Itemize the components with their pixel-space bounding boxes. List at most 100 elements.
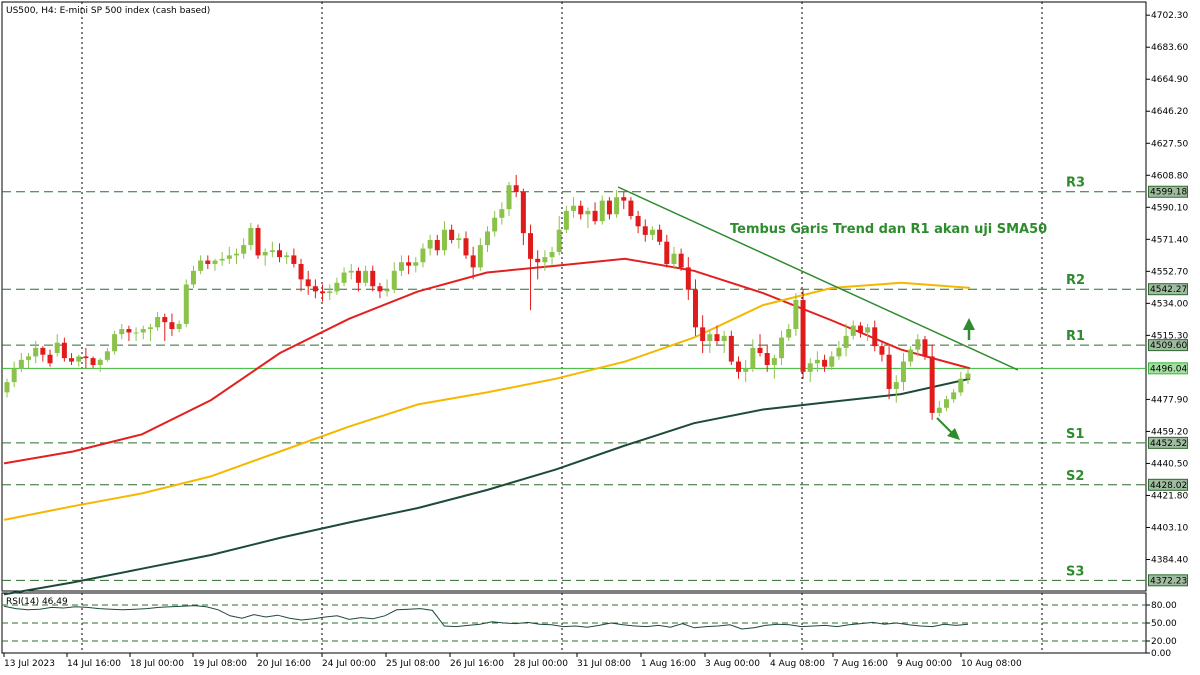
moving-averages — [3, 257, 971, 596]
candle — [147, 323, 153, 342]
time-tick-label: 13 Jul 2023 — [4, 659, 55, 669]
candle — [298, 258, 304, 292]
candle-body — [133, 332, 139, 334]
price-tick-label: 4552.70 — [1151, 267, 1188, 277]
candle — [528, 224, 534, 311]
candle-body — [233, 253, 239, 256]
candle — [76, 354, 82, 367]
candle-body — [391, 270, 397, 290]
candle — [61, 337, 67, 362]
trendline-group — [617, 186, 1019, 440]
price-tick-label: 4459.20 — [1151, 427, 1188, 437]
main-plot-frame — [1, 1, 1147, 592]
candle — [915, 334, 921, 357]
candle-body — [190, 270, 196, 285]
candle-body — [176, 323, 182, 330]
price-tick-label: 4702.30 — [1151, 11, 1188, 21]
candle-body — [312, 286, 318, 292]
candle-body — [104, 351, 110, 360]
candle-body — [664, 241, 670, 264]
candle — [943, 395, 949, 412]
time-axis: 13 Jul 2023 14 Jul 16:00 18 Jul 00:00 19 Ju… — [3, 653, 1022, 669]
candle — [649, 226, 655, 240]
candle — [829, 351, 835, 371]
candle-body — [535, 258, 541, 263]
candle — [592, 202, 598, 225]
candle — [11, 361, 17, 388]
candle — [499, 202, 505, 225]
candle-body — [463, 238, 469, 256]
candle-body — [750, 347, 756, 369]
sma200-line — [3, 377, 971, 596]
candle — [54, 334, 60, 357]
candle — [836, 341, 842, 360]
level-label-s3: S3 — [1066, 564, 1084, 579]
candle — [449, 224, 455, 244]
price-tick-label: 4421.80 — [1151, 491, 1188, 501]
candle-body — [528, 233, 534, 259]
level-price-value: 4452.52 — [1150, 439, 1187, 449]
candle — [843, 323, 849, 357]
candle-body — [606, 200, 612, 215]
candle-body — [226, 255, 232, 259]
candle — [671, 246, 677, 270]
level-label-s1: S1 — [1066, 427, 1084, 442]
candle-body — [291, 255, 297, 264]
candle — [542, 250, 548, 271]
candle — [320, 284, 326, 302]
time-tick-label: 26 Jul 16:00 — [450, 659, 504, 669]
candle — [420, 243, 426, 268]
candle — [212, 258, 218, 271]
candle-body — [915, 339, 921, 350]
candle-body — [140, 329, 146, 333]
candle — [814, 351, 820, 372]
candle — [26, 353, 32, 369]
candle-body — [642, 226, 648, 235]
time-tick-label: 4 Aug 08:00 — [770, 659, 825, 669]
candle — [477, 238, 483, 271]
candle-body — [61, 342, 67, 359]
candle-body — [320, 291, 326, 294]
candle — [406, 255, 412, 275]
candle-body — [305, 279, 311, 287]
candle-body — [398, 262, 404, 271]
candle — [578, 200, 584, 220]
candle-body — [513, 185, 519, 193]
candle — [305, 270, 311, 295]
candle-body — [219, 258, 225, 261]
time-tick-label: 20 Jul 16:00 — [257, 659, 311, 669]
candle-body — [743, 368, 749, 372]
candle — [549, 246, 555, 266]
candle — [334, 277, 340, 295]
candle — [133, 327, 139, 342]
candle-body — [728, 335, 734, 362]
candle — [506, 181, 512, 217]
candle-body — [865, 327, 871, 333]
down-arrow-icon — [936, 417, 953, 434]
price-axis: 4702.30 4683.60 4664.90 4646.20 4627.50 4608.… — [1146, 11, 1188, 565]
candle — [771, 354, 777, 379]
candle-body — [707, 334, 713, 342]
candle — [291, 248, 297, 268]
candle-body — [449, 229, 455, 240]
time-tick-label: 7 Aug 16:00 — [833, 659, 888, 669]
candle-body — [269, 250, 275, 252]
candle — [685, 257, 691, 300]
candle-body — [377, 286, 383, 292]
candle-body — [11, 368, 17, 383]
candle — [628, 197, 634, 220]
trendline — [617, 186, 1019, 371]
candle — [786, 323, 792, 342]
time-tick-label: 10 Aug 08:00 — [961, 659, 1022, 669]
candle-body — [262, 251, 268, 256]
candle — [47, 349, 53, 367]
candle — [513, 174, 519, 198]
candle-body — [542, 257, 548, 263]
candle-body — [900, 361, 906, 383]
candle-body — [951, 392, 957, 400]
candles — [4, 174, 971, 420]
candle — [893, 375, 899, 403]
candle — [879, 341, 885, 362]
candle-body — [47, 354, 53, 364]
